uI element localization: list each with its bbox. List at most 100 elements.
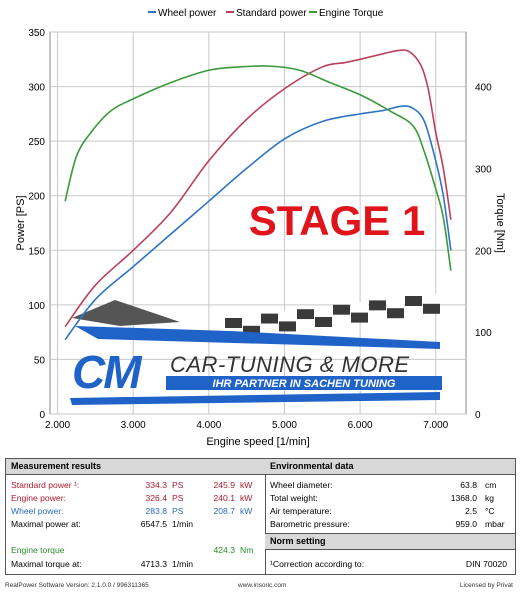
correction-row: ¹Correction according to: DIN 70020	[265, 558, 515, 571]
x-tick-label: 5.000	[272, 420, 297, 431]
legend-label: Wheel power	[158, 8, 217, 19]
flag-check	[297, 319, 314, 330]
wheel-diameter-row: Wheel diameter: 63.8 cm	[265, 479, 515, 492]
flag-fold	[72, 300, 180, 326]
x-tick-label: 3.000	[121, 420, 146, 431]
barometric-pressure-value: 959.0	[455, 519, 477, 529]
y2-tick-label: 300	[475, 164, 492, 175]
total-weight-value: 1368.0	[450, 493, 477, 503]
air-temperature-value: 2.5	[465, 506, 477, 516]
flag-check	[225, 318, 242, 328]
y-tick-label: 350	[28, 28, 45, 39]
flag-check	[423, 303, 440, 314]
flag-check	[279, 321, 296, 332]
flag-check	[387, 308, 404, 319]
max-torque-row: Maximal torque at: 4713.3 1/min	[6, 558, 265, 571]
correction-value: DIN 70020	[465, 559, 507, 569]
max-power-rpm: 6547.5	[140, 519, 167, 529]
logo-tagline: IHR PARTNER IN SACHEN TUNING	[213, 378, 396, 390]
flag-check	[261, 323, 278, 334]
barometric-pressure-unit: mbar	[485, 519, 505, 529]
engine-power-row: Engine power: 326.4 PS 240.1 kW	[6, 492, 265, 505]
measurement-results-title: Measurement results	[6, 459, 265, 475]
max-power-row: Maximal power at: 6547.5 1/min	[6, 518, 265, 531]
environment-panel: Environmental data Wheel diameter: 63.8 …	[265, 459, 515, 574]
y2-tick-label: 200	[475, 246, 492, 257]
flag-check	[369, 310, 386, 321]
flag-check	[405, 296, 422, 306]
max-power-rpm-unit: 1/min	[172, 519, 194, 529]
x-axis-label: Engine speed [1/min]	[206, 436, 309, 448]
flag-check	[387, 298, 404, 309]
wheel-power-kw-unit: kW	[240, 506, 253, 516]
x-tick-label: 2.000	[45, 420, 70, 431]
flag-check	[351, 312, 368, 323]
flag-check	[279, 311, 296, 322]
flag-check	[243, 315, 260, 326]
flag-check	[315, 307, 332, 317]
x-tick-label: 7.000	[423, 420, 448, 431]
wheel-diameter-label: Wheel diameter:	[270, 480, 333, 490]
wheel-power-ps-unit: PS	[172, 506, 184, 516]
flag-check	[315, 317, 332, 327]
engine-power-kw: 240.1	[213, 493, 235, 503]
logo-name: CAR-TUNING & MORE	[170, 352, 410, 377]
wheel-power-kw: 208.7	[213, 506, 235, 516]
total-weight-label: Total weight:	[270, 493, 318, 503]
engine-torque-row: Engine torque 424.3 Nm	[6, 544, 265, 557]
flag-check	[261, 313, 278, 324]
flag-check	[405, 306, 422, 316]
barometric-pressure-row: Barometric pressure: 959.0 mbar	[265, 518, 515, 531]
flag-check	[333, 314, 350, 325]
series-line-standard-power	[64, 49, 452, 328]
y2-tick-label: 0	[475, 410, 481, 421]
engine-power-ps-unit: PS	[172, 493, 184, 503]
license-text: Licensed by Privat	[459, 582, 513, 589]
standard-power-row: Standard power ¹: 334.3 PS 245.9 kW	[6, 479, 265, 492]
y-axis-label: Power [PS]	[15, 195, 27, 250]
engine-torque-label: Engine torque	[11, 545, 65, 555]
y-tick-label: 100	[28, 301, 45, 312]
wheel-power-row: Wheel power: 283.8 PS 208.7 kW	[6, 505, 265, 518]
series-line-engine-torque	[64, 65, 452, 271]
max-torque-rpm: 4713.3	[140, 559, 167, 569]
y-tick-label: 150	[28, 246, 45, 257]
software-version: RealPower Software Version: 2.1.0.0 / 99…	[5, 582, 149, 589]
flag-check	[423, 293, 440, 304]
results-table: Measurement results Standard power ¹: 33…	[5, 458, 516, 575]
legend-label: Engine Torque	[319, 8, 384, 19]
y2-tick-label: 400	[475, 83, 492, 94]
x-tick-label: 4.000	[196, 420, 221, 431]
engine-power-label: Engine power:	[11, 493, 66, 503]
logo-swoosh-top	[75, 326, 440, 349]
engine-power-kw-unit: kW	[240, 493, 253, 503]
logo-swoosh-bottom	[70, 392, 440, 405]
total-weight-row: Total weight: 1368.0 kg	[265, 492, 515, 505]
flag-check	[297, 309, 314, 320]
max-power-label: Maximal power at:	[11, 519, 81, 529]
measurement-results-panel: Measurement results Standard power ¹: 33…	[6, 459, 266, 574]
engine-torque-unit: Nm	[240, 545, 254, 555]
max-torque-rpm-unit: 1/min	[172, 559, 194, 569]
max-torque-label: Maximal torque at:	[11, 559, 82, 569]
plot-area	[49, 31, 467, 415]
logo-letters: CM	[72, 346, 143, 398]
y2-axis-label: Torque [Nm]	[494, 193, 506, 253]
y2-tick-label: 100	[475, 328, 492, 339]
standard-power-kw-unit: kW	[240, 480, 253, 490]
standard-power-ps-unit: PS	[172, 480, 184, 490]
y-tick-label: 50	[34, 355, 46, 366]
air-temperature-label: Air temperature:	[270, 506, 332, 516]
flag-check	[351, 302, 368, 313]
environment-title: Environmental data	[265, 459, 515, 475]
engine-torque-nm: 424.3	[213, 545, 235, 555]
website-link[interactable]: www.insoric.com	[238, 582, 287, 589]
barometric-pressure-label: Barometric pressure:	[270, 519, 350, 529]
wheel-diameter-unit: cm	[485, 480, 497, 490]
wheel-power-ps: 283.8	[145, 506, 167, 516]
norm-setting-title: Norm setting	[265, 533, 515, 550]
flag-check	[369, 300, 386, 311]
standard-power-kw: 245.9	[213, 480, 235, 490]
x-tick-label: 6.000	[348, 420, 373, 431]
